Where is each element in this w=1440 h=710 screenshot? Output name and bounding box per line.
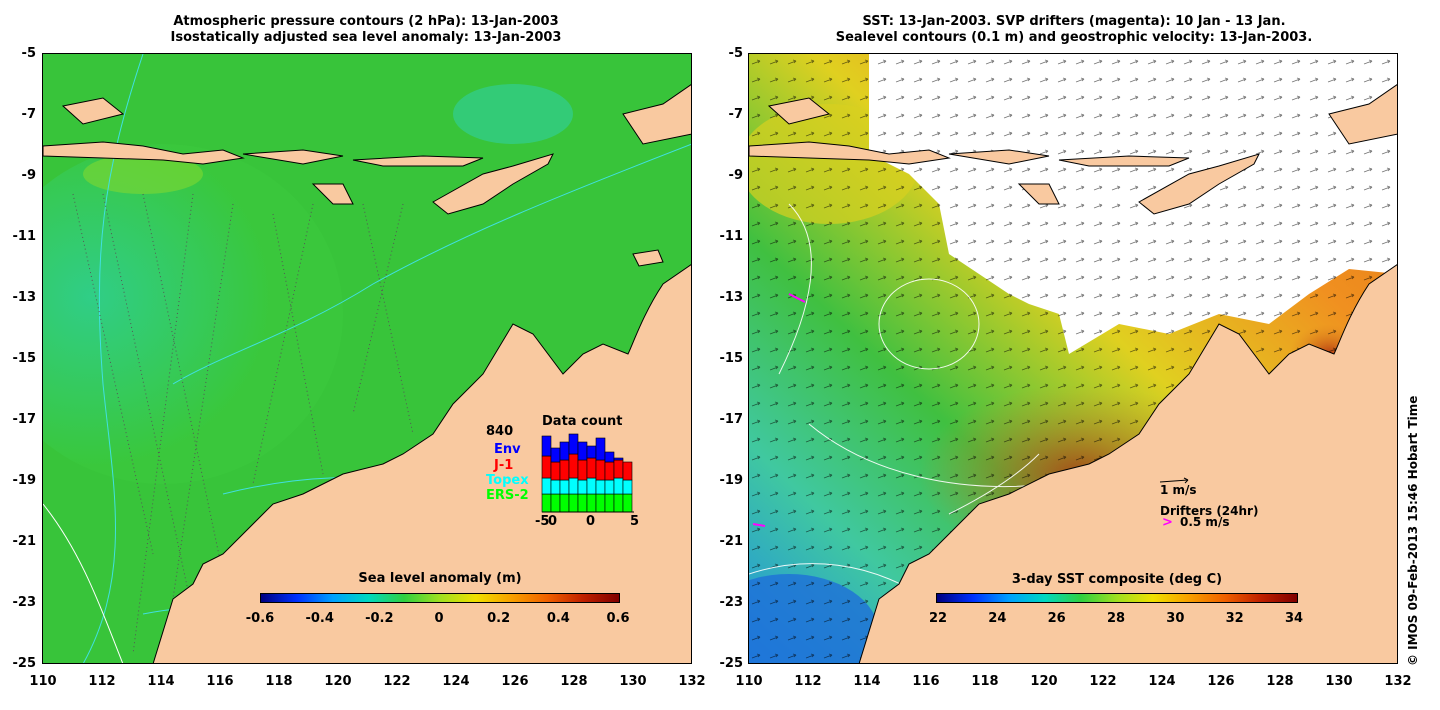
y-tick-label-7: -19: [12, 473, 37, 488]
right-colorbar: [936, 593, 1298, 603]
histogram-xtick-1: -5: [535, 514, 550, 529]
y-tick-label-5: -15: [719, 351, 744, 366]
y-tick-label-8: -21: [719, 534, 744, 549]
right-colorbar-label-3: 28: [1106, 611, 1126, 626]
right-colorbar-label-1: 24: [988, 611, 1007, 626]
x-tick-label-10: 130: [619, 674, 647, 689]
data-count-total: 840: [486, 424, 514, 439]
x-tick-label-9: 128: [1266, 674, 1294, 689]
histogram-xtick-3: 0: [586, 514, 596, 529]
velocity-scale-arrow: [1159, 477, 1189, 484]
y-tick-label-0: -5: [21, 46, 36, 61]
y-tick-label-6: -17: [719, 412, 744, 427]
histogram-xtick-2: 0: [548, 514, 558, 529]
x-tick-label-6: 122: [1089, 674, 1117, 689]
source-env-label: Env: [494, 442, 521, 457]
x-tick-label-11: 132: [678, 674, 706, 689]
drifters-label: Drifters (24hr): [1160, 504, 1259, 518]
x-tick-label-8: 126: [1207, 674, 1235, 689]
left-map-panel: [43, 54, 692, 664]
drifters-scale-label: 0.5 m/s: [1180, 515, 1230, 529]
y-tick-label-2: -9: [21, 168, 36, 183]
x-tick-label-2: 114: [853, 674, 881, 689]
y-tick-label-5: -15: [12, 351, 37, 366]
right-colorbar-label-2: 26: [1047, 611, 1066, 626]
y-tick-label-4: -13: [719, 290, 744, 305]
y-tick-label-9: -23: [719, 595, 744, 610]
y-tick-label-3: -11: [12, 229, 37, 244]
source-j1-label: J-1: [494, 458, 514, 473]
right-colorbar-label-5: 32: [1225, 611, 1244, 626]
right-colorbar-title: 3-day SST composite (deg C): [1011, 572, 1223, 587]
x-tick-label-11: 132: [1384, 674, 1412, 689]
data-count-inset: Data count 840 Env J-1 Topex ERS-2 -5 0 …: [480, 414, 650, 534]
y-tick-label-7: -19: [719, 473, 744, 488]
x-tick-label-6: 122: [383, 674, 411, 689]
x-tick-label-7: 124: [1148, 674, 1176, 689]
right-map-frame: [748, 53, 1398, 664]
source-topex-label: Topex: [486, 473, 529, 488]
x-tick-label-5: 120: [1030, 674, 1058, 689]
y-tick-label-10: -25: [12, 656, 37, 671]
right-map-panel: [749, 54, 1398, 664]
left-colorbar-label-4: 0.2: [487, 611, 511, 626]
x-tick-label-1: 112: [88, 674, 116, 689]
source-ers2-label: ERS-2: [486, 488, 529, 503]
histogram-xtick-4: 5: [630, 514, 640, 529]
y-tick-label-9: -23: [12, 595, 37, 610]
right-colorbar-label-0: 22: [928, 611, 948, 626]
left-colorbar-label-5: 0.4: [546, 611, 570, 626]
x-tick-label-4: 118: [265, 674, 293, 689]
left-colorbar-label-0: -0.6: [245, 611, 275, 626]
left-map-frame: [42, 53, 692, 664]
y-tick-label-6: -17: [12, 412, 37, 427]
velocity-scale-label: 1 m/s: [1160, 483, 1197, 497]
data-count-histogram: [541, 433, 634, 513]
sst-map: [749, 54, 1398, 664]
left-colorbar-label-3: 0: [434, 611, 444, 626]
left-colorbar-label-2: -0.2: [365, 611, 394, 626]
left-colorbar: [260, 593, 620, 603]
right-colorbar-label-4: 30: [1166, 611, 1185, 626]
right-map-title: SST: 13-Jan-2003. SVP drifters (magenta)…: [748, 14, 1400, 46]
x-tick-label-10: 130: [1325, 674, 1353, 689]
left-title-line1: Atmospheric pressure contours (2 hPa): 1…: [173, 14, 559, 29]
left-colorbar-label-6: 0.6: [606, 611, 630, 626]
y-tick-label-2: -9: [728, 168, 743, 183]
x-tick-label-3: 116: [912, 674, 940, 689]
x-tick-label-9: 128: [560, 674, 588, 689]
drifter-marker-icon: >: [1162, 515, 1173, 530]
left-title-line2: Isostatically adjusted sea level anomaly…: [170, 30, 562, 45]
left-colorbar-label-1: -0.4: [305, 611, 334, 626]
y-tick-label-1: -7: [728, 107, 743, 122]
y-tick-label-10: -25: [719, 656, 744, 671]
x-tick-label-3: 116: [206, 674, 234, 689]
y-tick-label-4: -13: [12, 290, 37, 305]
x-tick-label-2: 114: [147, 674, 175, 689]
x-tick-label-0: 110: [29, 674, 57, 689]
x-tick-label-0: 110: [735, 674, 763, 689]
right-title-line1: SST: 13-Jan-2003. SVP drifters (magenta)…: [862, 14, 1286, 29]
copyright-notice: © IMOS 09-Feb-2013 15:46 Hobart Time: [1406, 395, 1420, 666]
y-tick-label-1: -7: [21, 107, 36, 122]
left-colorbar-title: Sea level anomaly (m): [358, 571, 522, 586]
x-tick-label-7: 124: [442, 674, 470, 689]
x-tick-label-8: 126: [501, 674, 529, 689]
x-tick-label-5: 120: [324, 674, 352, 689]
data-count-title: Data count: [542, 414, 623, 429]
right-title-line2: Sealevel contours (0.1 m) and geostrophi…: [835, 30, 1313, 45]
left-map-title: Atmospheric pressure contours (2 hPa): 1…: [40, 14, 692, 46]
y-tick-label-8: -21: [12, 534, 37, 549]
x-tick-label-4: 118: [971, 674, 999, 689]
x-tick-label-1: 112: [794, 674, 822, 689]
y-tick-label-3: -11: [719, 229, 744, 244]
right-colorbar-label-6: 34: [1284, 611, 1304, 626]
y-tick-label-0: -5: [728, 46, 743, 61]
sea-level-anomaly-map: [43, 54, 692, 664]
